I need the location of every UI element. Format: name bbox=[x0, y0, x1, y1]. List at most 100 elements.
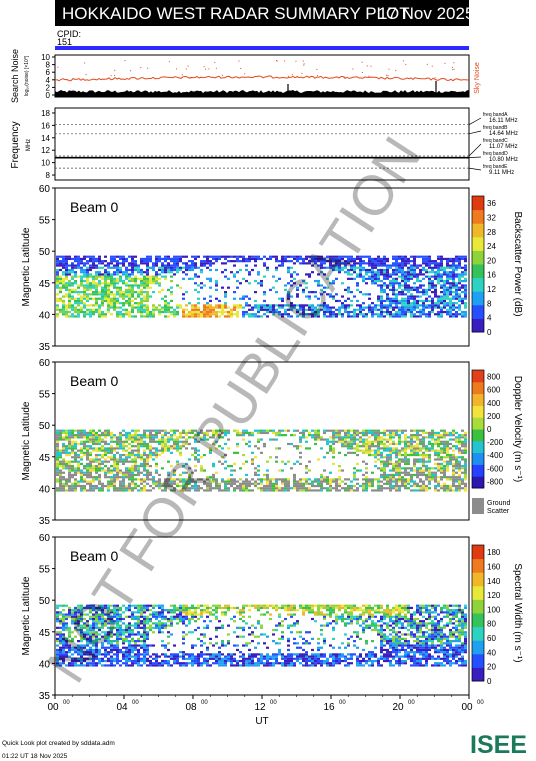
scatter-cell bbox=[95, 622, 98, 625]
scatter-cell bbox=[455, 293, 458, 296]
scatter-cell bbox=[335, 262, 338, 265]
scatter-cell bbox=[152, 306, 155, 309]
scatter-cell bbox=[425, 299, 428, 303]
scatter-cell bbox=[203, 262, 206, 265]
scatter-cell bbox=[62, 653, 65, 656]
scatter-cell bbox=[338, 266, 341, 269]
scatter-cell bbox=[128, 302, 131, 305]
scatter-cell bbox=[314, 260, 317, 263]
scatter-cell bbox=[380, 279, 383, 283]
scatter-cell bbox=[461, 286, 464, 289]
scatter-cell bbox=[122, 655, 125, 658]
scatter-cell bbox=[71, 609, 74, 612]
scatter-cell bbox=[179, 431, 182, 435]
scatter-cell bbox=[95, 620, 98, 623]
scatter-cell bbox=[224, 467, 227, 470]
scatter-cell bbox=[368, 297, 371, 300]
scatter-cell bbox=[68, 440, 71, 443]
scatter-cell bbox=[59, 453, 62, 457]
scatter-cell bbox=[104, 469, 107, 472]
scatter-cell bbox=[173, 473, 176, 477]
scatter-cell bbox=[131, 451, 134, 454]
scatter-cell bbox=[464, 447, 467, 450]
scatter-cell bbox=[227, 313, 230, 316]
scatter-cell bbox=[146, 469, 149, 472]
scatter-cell bbox=[464, 465, 467, 468]
scatter-cell bbox=[278, 434, 281, 437]
scatter-cell bbox=[233, 451, 236, 454]
scatter-cell bbox=[62, 662, 65, 665]
scatter-cell bbox=[116, 606, 119, 610]
scatter-cell bbox=[275, 487, 278, 490]
scatter-cell bbox=[116, 628, 119, 632]
scatter-cell bbox=[89, 308, 92, 311]
scatter-cell bbox=[299, 255, 302, 258]
scatter-cell bbox=[119, 313, 122, 316]
scatter-cell bbox=[167, 262, 170, 265]
scatter-cell bbox=[101, 440, 104, 443]
scatter-cell bbox=[248, 445, 251, 448]
scatter-cell bbox=[290, 295, 293, 298]
scatter-cell bbox=[344, 288, 347, 292]
scatter-cell bbox=[320, 476, 323, 479]
scatter-cell bbox=[113, 304, 116, 307]
scatter-cell bbox=[314, 310, 317, 314]
scatter-cell bbox=[380, 489, 383, 492]
scatter-cell bbox=[410, 440, 413, 443]
scatter-cell bbox=[155, 453, 158, 457]
scatter-cell bbox=[254, 484, 257, 488]
scatter-cell bbox=[59, 633, 62, 636]
scatter-cell bbox=[176, 306, 179, 309]
scatter-cell bbox=[410, 293, 413, 296]
scatter-cell bbox=[242, 429, 245, 432]
scatter-cell bbox=[452, 473, 455, 477]
scatter-cell bbox=[245, 279, 248, 283]
scatter-cell bbox=[323, 266, 326, 269]
scatter-cell bbox=[62, 467, 65, 470]
scatter-cell bbox=[269, 310, 272, 314]
scatter-cell bbox=[284, 304, 287, 307]
scatter-cell bbox=[158, 284, 161, 287]
scatter-cell bbox=[98, 306, 101, 309]
scatter-cell bbox=[122, 646, 125, 649]
scatter-cell bbox=[80, 633, 83, 636]
scatter-cell bbox=[365, 445, 368, 448]
scatter-cell bbox=[254, 304, 257, 307]
scatter-cell bbox=[164, 434, 167, 437]
scatter-cell bbox=[446, 257, 449, 261]
scatter-cell bbox=[113, 640, 116, 643]
scatter-cell bbox=[86, 451, 89, 454]
scatter-cell bbox=[338, 308, 341, 311]
scatter-cell bbox=[233, 313, 236, 316]
scatter-cell bbox=[194, 257, 197, 261]
scatter-cell bbox=[83, 489, 86, 492]
scatter-cell bbox=[164, 480, 167, 483]
scatter-cell bbox=[431, 310, 434, 314]
colorbar-segment bbox=[472, 264, 484, 279]
scatter-cell bbox=[431, 291, 434, 294]
scatter-cell bbox=[74, 297, 77, 300]
scatter-cell bbox=[146, 434, 149, 437]
scatter-cell bbox=[83, 653, 86, 656]
sky-noise-dot bbox=[431, 65, 433, 67]
scatter-cell bbox=[65, 642, 68, 645]
scatter-cell bbox=[143, 282, 146, 285]
scatter-cell bbox=[419, 255, 422, 258]
scatter-cell bbox=[116, 465, 119, 468]
scatter-cell bbox=[362, 266, 365, 269]
scatter-cell bbox=[359, 431, 362, 435]
scatter-cell bbox=[305, 257, 308, 261]
scatter-cell bbox=[92, 484, 95, 488]
scatter-cell bbox=[155, 482, 158, 485]
scatter-cell bbox=[116, 467, 119, 470]
scatter-cell bbox=[110, 469, 113, 472]
scatter-cell bbox=[83, 657, 86, 660]
scatter-cell bbox=[398, 429, 401, 432]
scatter-cell bbox=[71, 264, 74, 267]
scatter-cell bbox=[200, 429, 203, 432]
scatter-cell bbox=[464, 489, 467, 492]
scatter-cell bbox=[443, 302, 446, 305]
scatter-cell bbox=[65, 264, 68, 267]
scatter-cell bbox=[134, 642, 137, 645]
scatter-cell bbox=[311, 313, 314, 316]
